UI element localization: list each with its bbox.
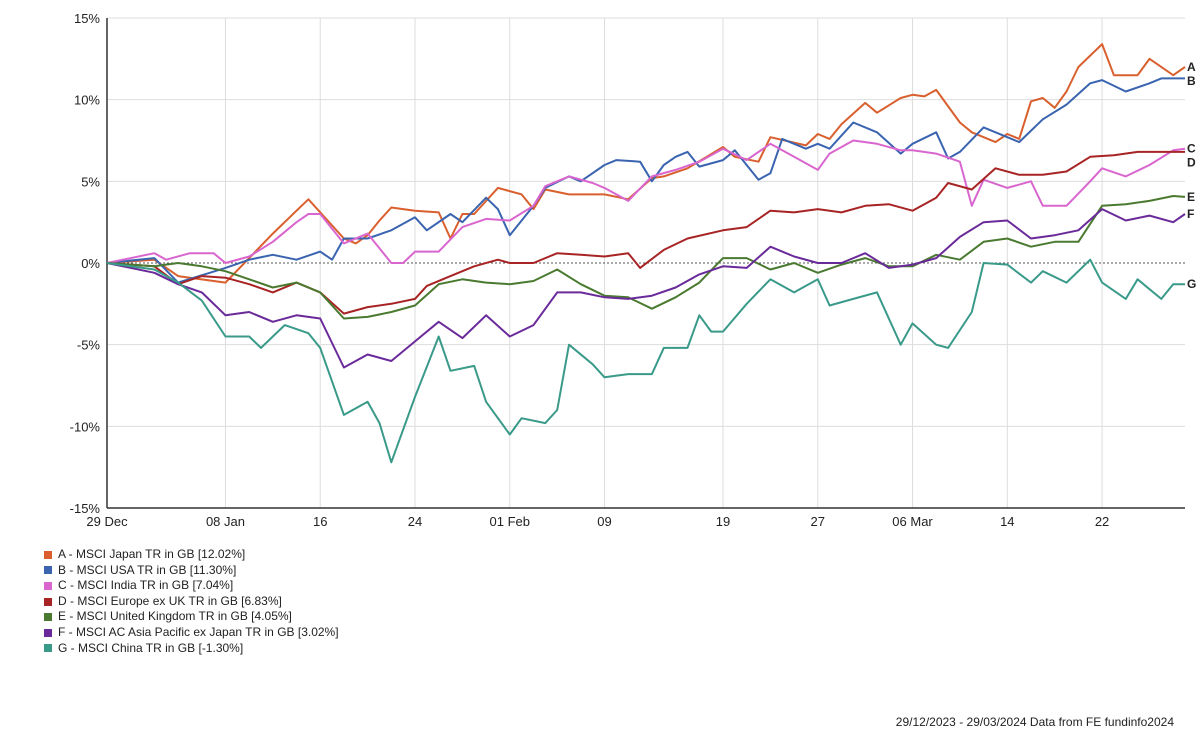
series-end-label-f: F xyxy=(1187,207,1194,221)
legend-swatch xyxy=(44,613,52,622)
series-end-label-c: C xyxy=(1187,142,1196,156)
legend-label: A - MSCI Japan TR in GB [12.02%] xyxy=(58,547,246,561)
series-end-labels: AB CD EF G xyxy=(1187,60,1196,291)
series-lines xyxy=(106,43,1186,464)
legend-item: A - MSCI Japan TR in GB [12.02%] xyxy=(44,547,339,563)
x-tick-label: 08 Jan xyxy=(206,514,245,529)
y-tick-label: -15% xyxy=(70,501,101,516)
y-tick-label: -10% xyxy=(70,419,101,434)
series-end-label-g: G xyxy=(1187,277,1196,291)
x-tick-label: 06 Mar xyxy=(892,514,933,529)
legend-item: C - MSCI India TR in GB [7.04%] xyxy=(44,578,339,594)
y-tick-label: 10% xyxy=(74,93,100,108)
y-tick-label: 5% xyxy=(81,174,100,189)
legend-swatch xyxy=(44,628,52,637)
legend-swatch xyxy=(44,581,52,590)
series-line-e xyxy=(106,195,1186,320)
x-tick-label: 16 xyxy=(313,514,327,529)
legend: A - MSCI Japan TR in GB [12.02%] B - MSCI… xyxy=(44,547,339,656)
series-end-label-d: D xyxy=(1187,156,1196,170)
legend-label: G - MSCI China TR in GB [-1.30%] xyxy=(58,640,244,655)
y-tick-label: 0% xyxy=(81,256,100,271)
x-tick-label: 19 xyxy=(716,514,730,529)
legend-swatch xyxy=(44,566,52,575)
series-line-c xyxy=(106,139,1186,264)
series-end-label-b: B xyxy=(1187,74,1196,88)
legend-item: D - MSCI Europe ex UK TR in GB [6.83%] xyxy=(44,594,339,610)
x-tick-label: 01 Feb xyxy=(490,514,530,529)
x-tick-label: 29 Dec xyxy=(86,514,128,529)
line-chart: 29 Dec 08 Jan 16 24 01 Feb 09 19 27 06 Mar 14 22 15… xyxy=(70,11,1197,529)
legend-swatch xyxy=(44,644,52,653)
legend-swatch xyxy=(44,597,52,606)
legend-label: B - MSCI USA TR in GB [11.30%] xyxy=(58,562,237,577)
x-tick-label: 14 xyxy=(1000,514,1014,529)
legend-item: G - MSCI China TR in GB [-1.30%] xyxy=(44,641,339,657)
footer-source-text: 29/12/2023 - 29/03/2024 Data from FE fun… xyxy=(895,715,1174,729)
series-line-f xyxy=(106,208,1186,369)
legend-item: E - MSCI United Kingdom TR in GB [4.05%] xyxy=(44,609,339,625)
y-tick-label: 15% xyxy=(74,11,100,26)
series-line-b xyxy=(106,77,1185,284)
legend-label: D - MSCI Europe ex UK TR in GB [6.83%] xyxy=(58,593,282,608)
series-end-label-a: A xyxy=(1187,60,1196,74)
y-tick-label: -5% xyxy=(77,338,101,353)
tick-labels: 29 Dec 08 Jan 16 24 01 Feb 09 19 27 06 Mar 14 22 15… xyxy=(70,11,1110,529)
series-line-g xyxy=(106,258,1185,464)
legend-label: C - MSCI India TR in GB [7.04%] xyxy=(58,578,234,593)
x-tick-label: 27 xyxy=(811,514,825,529)
legend-label: E - MSCI United Kingdom TR in GB [4.05%] xyxy=(58,609,292,624)
series-line-a xyxy=(106,43,1186,284)
legend-item: F - MSCI AC Asia Pacific ex Japan TR in … xyxy=(44,625,339,641)
x-tick-label: 22 xyxy=(1095,514,1109,529)
series-end-label-e: E xyxy=(1187,190,1195,204)
legend-item: B - MSCI USA TR in GB [11.30%] xyxy=(44,563,339,579)
legend-swatch xyxy=(44,550,52,559)
x-tick-label: 24 xyxy=(408,514,422,529)
x-tick-label: 09 xyxy=(597,514,611,529)
legend-label: F - MSCI AC Asia Pacific ex Japan TR in … xyxy=(58,624,339,639)
